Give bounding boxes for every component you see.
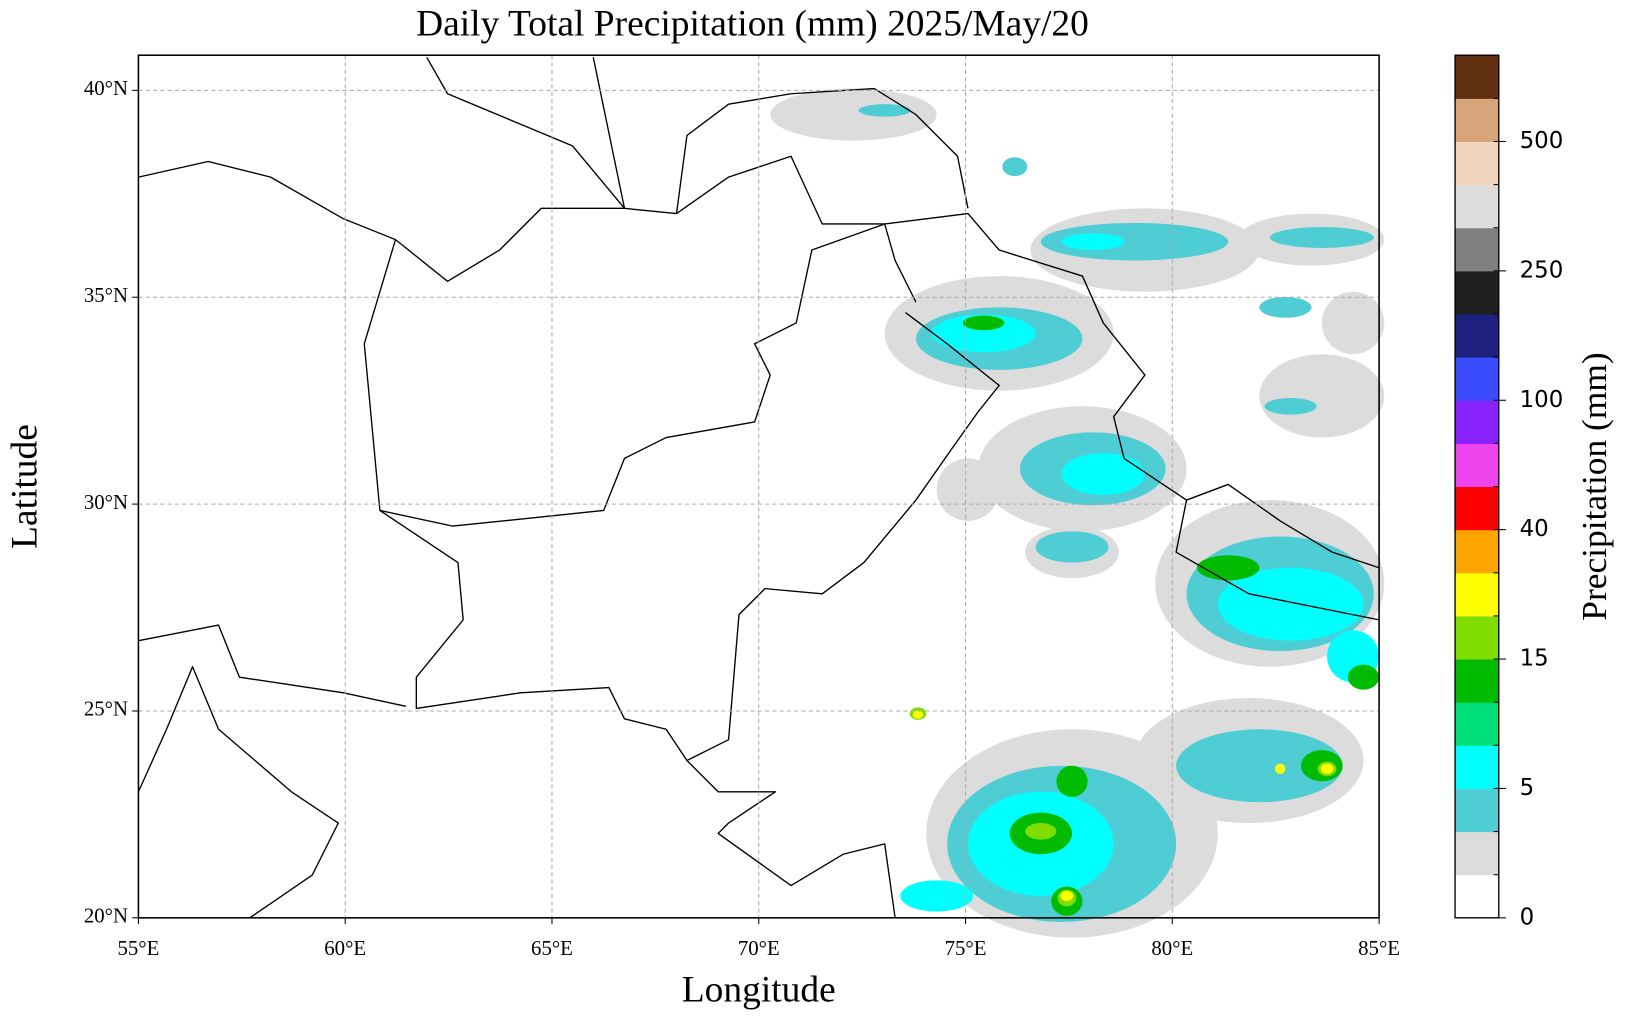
- colorbar-bin: [1455, 615, 1499, 660]
- colorbar-bin: [1455, 529, 1499, 574]
- y-tick-label: 25°N: [84, 697, 128, 721]
- colorbar-tick-label: 500: [1520, 128, 1564, 154]
- y-tick-label: 40°N: [84, 76, 128, 100]
- colorbar-bin: [1455, 745, 1499, 789]
- colorbar-tick-label: 40: [1520, 516, 1549, 542]
- colorbar-bin: [1455, 141, 1499, 186]
- x-tick-label: 70°E: [738, 936, 780, 960]
- colorbar-bin: [1455, 98, 1499, 142]
- y-tick-label: 30°N: [84, 490, 128, 514]
- country-borders: [137, 56, 1380, 919]
- colorbar-bin: [1455, 659, 1499, 703]
- y-axis-label: Latitude: [5, 424, 46, 549]
- x-tick-label: 60°E: [324, 936, 366, 960]
- colorbar-bin: [1455, 55, 1499, 99]
- colorbar-bin: [1455, 831, 1499, 876]
- x-tick-label: 85°E: [1358, 936, 1400, 960]
- colorbar-bin: [1455, 400, 1499, 444]
- colorbar-tick-label: 15: [1520, 646, 1549, 672]
- colorbar-tick-label: 100: [1520, 387, 1564, 413]
- colorbar-tick-label: 5: [1520, 775, 1535, 801]
- x-axis-label: Longitude: [682, 969, 836, 1010]
- precipitation-field: [770, 88, 1385, 938]
- map-title: Daily Total Precipitation (mm) 2025/May/…: [416, 4, 1089, 45]
- y-tick-label: 35°N: [84, 283, 128, 307]
- y-tick-label: 20°N: [84, 904, 128, 928]
- colorbar-bin: [1455, 874, 1499, 919]
- x-tick-label: 80°E: [1151, 936, 1193, 960]
- colorbar-tick-label: 0: [1520, 904, 1535, 930]
- x-tick-label: 75°E: [945, 936, 987, 960]
- plot-frame: [137, 54, 1380, 919]
- colorbar-label: Precipitation (mm): [1574, 352, 1614, 620]
- colorbar-frame: [1454, 54, 1500, 919]
- colorbar-bin: [1455, 486, 1499, 531]
- colorbar-bin: [1455, 270, 1499, 315]
- colorbar: 0 5 15 40 100 250 500: [1454, 54, 1564, 930]
- colorbar-tick-label: 250: [1520, 257, 1564, 283]
- colorbar-bin: [1455, 357, 1499, 401]
- colorbar-bin: [1455, 313, 1499, 358]
- colorbar-bin: [1455, 443, 1499, 488]
- colorbar-bin: [1455, 788, 1499, 833]
- x-tick-label: 65°E: [531, 936, 573, 960]
- colorbar-bin: [1455, 702, 1499, 746]
- colorbar-bin: [1455, 572, 1499, 617]
- colorbar-bin: [1455, 184, 1499, 229]
- x-tick-label: 55°E: [118, 936, 160, 960]
- colorbar-bin: [1455, 227, 1499, 272]
